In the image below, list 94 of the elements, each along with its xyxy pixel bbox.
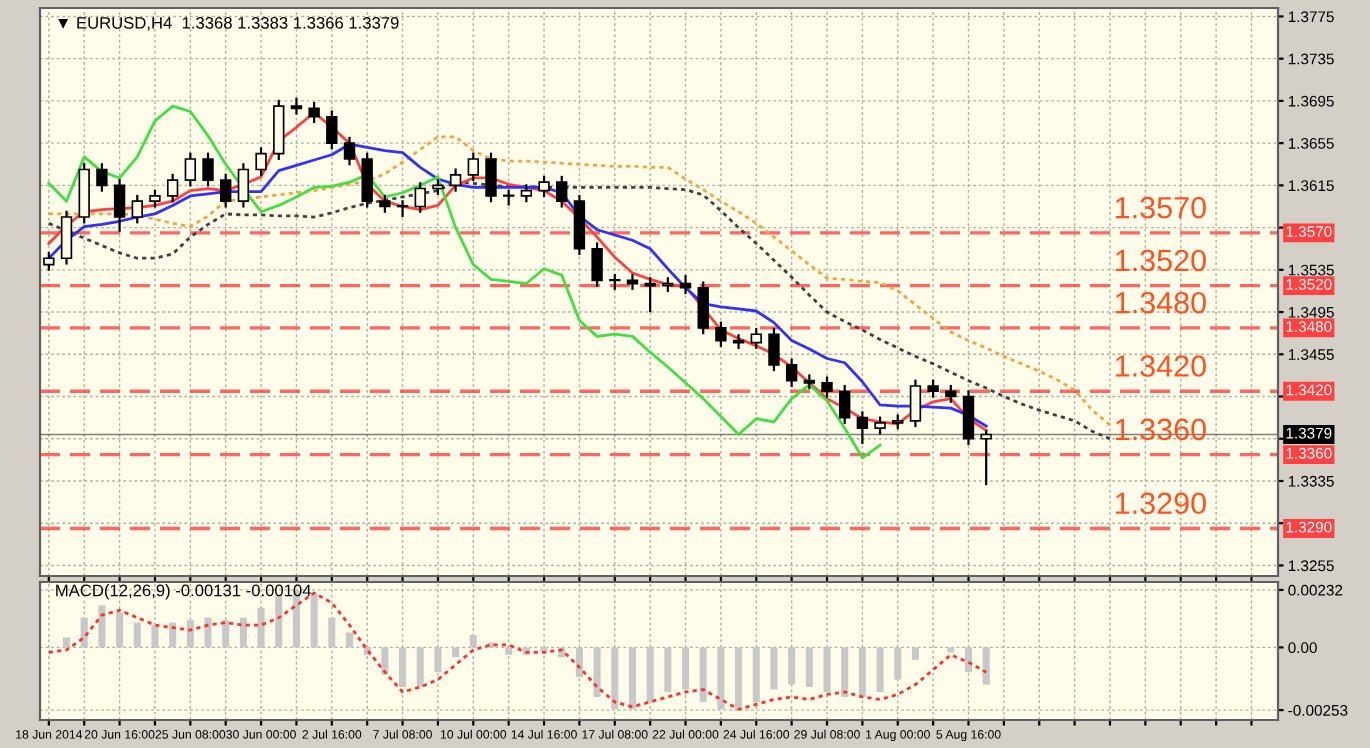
bar [841, 647, 849, 697]
bar [452, 647, 460, 658]
candlestick [538, 174, 550, 199]
bar [328, 617, 336, 648]
bar [381, 647, 389, 675]
bar [169, 622, 177, 648]
candlestick [467, 151, 479, 183]
bar [62, 637, 71, 648]
bar [505, 647, 513, 655]
candlestick [591, 241, 603, 288]
bar [204, 617, 212, 648]
bar [98, 605, 106, 648]
candlestick [255, 146, 267, 177]
candlestick [396, 199, 409, 219]
candlestick [60, 209, 73, 266]
bar [593, 647, 601, 697]
candlestick [184, 151, 197, 188]
candlestick [131, 193, 143, 225]
candlestick [909, 378, 922, 429]
bar [947, 647, 955, 653]
candlestick [202, 151, 214, 188]
bar [735, 647, 743, 710]
bar [770, 647, 778, 690]
candlestick [308, 100, 320, 125]
bar [151, 625, 159, 648]
candlestick [750, 326, 762, 351]
bar [752, 647, 760, 702]
bar [628, 647, 637, 710]
bar [646, 647, 654, 702]
bar [964, 647, 973, 673]
candlestick [96, 162, 108, 193]
bar [345, 632, 354, 648]
bar [469, 635, 477, 648]
bar [434, 647, 442, 673]
candlestick [573, 193, 586, 257]
annotation: 1.3480 [1116, 291, 1206, 314]
bar [982, 647, 990, 685]
bar [186, 620, 194, 648]
bar [717, 647, 725, 710]
bar [239, 617, 247, 648]
line-series [47, 104, 882, 460]
annotation: 1.3420 [1116, 355, 1206, 377]
annotation: 1.3570 [1116, 196, 1206, 219]
candlestick [343, 135, 356, 167]
candlestick [962, 389, 975, 447]
candlestick [839, 383, 851, 426]
candlestick [237, 162, 250, 209]
candlestick [785, 357, 798, 389]
candlestick [980, 429, 992, 487]
bar [788, 647, 796, 685]
bar [699, 647, 707, 702]
candlestick [715, 320, 727, 349]
bar [805, 647, 813, 688]
candlestick [856, 410, 869, 446]
bar [664, 647, 672, 692]
bar [399, 647, 407, 688]
candlestick [768, 326, 780, 373]
bar [310, 592, 318, 648]
bar [222, 620, 230, 648]
candlestick [732, 333, 745, 351]
annotation: 1.3520 [1116, 249, 1206, 272]
bar [116, 612, 124, 648]
candlestick [220, 172, 232, 209]
bar [575, 647, 583, 678]
candlestick [414, 181, 426, 214]
candlestick [485, 151, 497, 204]
chart-title: MACD(12,26,9) -0.00131 -0.00104 [56, 584, 311, 600]
candlestick [166, 172, 179, 204]
candlestick [821, 375, 833, 399]
chart-title: ▼ EURUSD,H4 1.3368 1.3383 1.3366 1.3379 [58, 16, 399, 31]
bar [823, 647, 831, 692]
bar [80, 617, 88, 648]
bar [681, 647, 690, 690]
bar [257, 607, 265, 648]
candlestick [273, 98, 285, 162]
bar [858, 647, 866, 697]
candlestick [697, 280, 709, 336]
bar [275, 595, 283, 648]
candlestick [644, 276, 656, 314]
candlestick [556, 174, 568, 209]
candlestick [290, 96, 303, 116]
candlestick [113, 177, 126, 233]
bar [416, 647, 424, 688]
candlestick [449, 167, 462, 193]
candlestick [326, 109, 338, 151]
bar [876, 647, 884, 692]
candlestick [361, 151, 373, 209]
candlestick [78, 162, 90, 225]
bar [911, 647, 919, 660]
candlestick [679, 274, 692, 296]
annotation: 1.3290 [1116, 492, 1206, 515]
bar [611, 647, 619, 710]
bar [894, 647, 902, 680]
bar [133, 622, 141, 648]
